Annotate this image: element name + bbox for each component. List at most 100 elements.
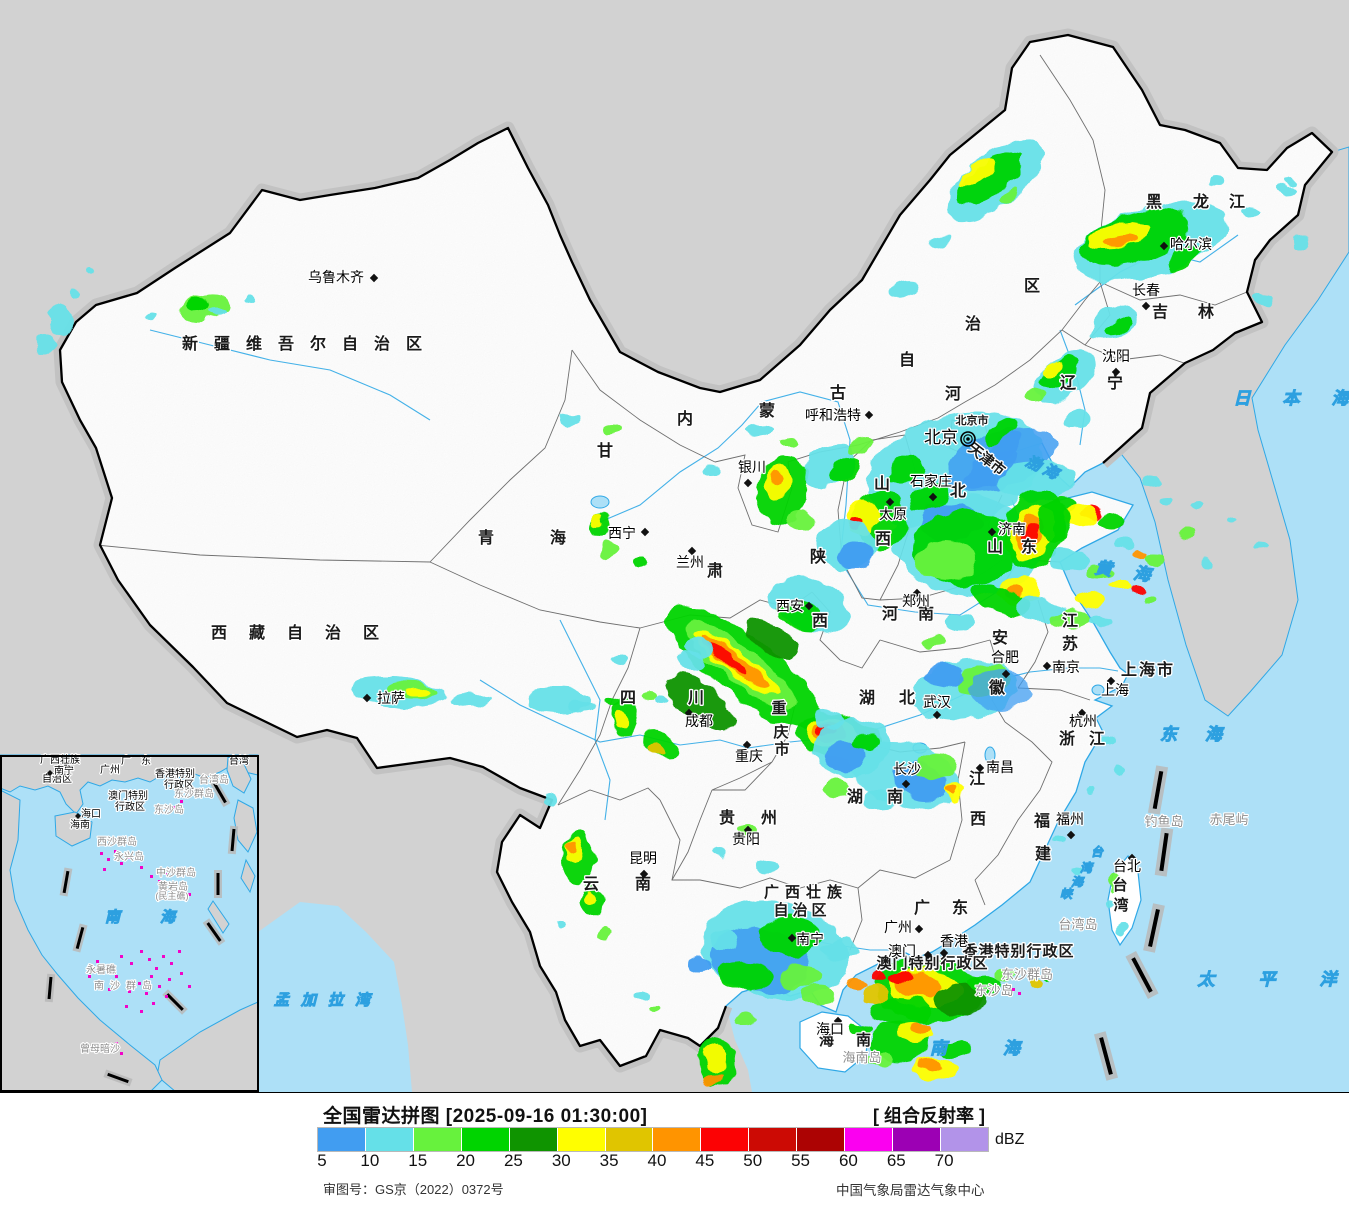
province-label: 海南 xyxy=(819,1031,893,1049)
city-label-乌鲁木齐: 乌鲁木齐 xyxy=(308,269,364,285)
map-label: 海南岛 xyxy=(842,1050,881,1065)
inset-label: 澳门特别 xyxy=(108,789,148,802)
dbz-tick-labels: 5 10 15 20 25 30 35 40 45 50 55 60 65 70 xyxy=(0,1151,1349,1173)
province-label: 治 xyxy=(965,314,981,333)
city-label-拉萨: 拉萨 xyxy=(377,690,405,706)
city-label-西宁: 西宁 xyxy=(608,525,636,541)
province-label: 西 xyxy=(875,530,891,548)
legend-tick-10: 10 xyxy=(360,1151,380,1170)
city-label-长沙: 长沙 xyxy=(893,761,921,777)
province-label: 陕 xyxy=(810,547,826,566)
province-label: 自 xyxy=(899,350,915,369)
city-label-济南: 济南 xyxy=(998,521,1026,537)
city-label-海口: 海口 xyxy=(816,1021,844,1037)
province-labels: 新疆维吾尔自治区西藏自治区青海甘肃内 蒙古自治区黑龙江吉 林辽 宁河北山西 山东河南陕西… xyxy=(181,191,1247,1051)
legend-tick-5: 5 xyxy=(317,1151,327,1170)
province-label: 四川 xyxy=(620,690,756,707)
inset-label: 广西壮族 xyxy=(40,753,80,766)
province-label: 西 xyxy=(970,810,986,828)
inset-city-南宁: 南宁 xyxy=(54,764,74,777)
inset-city-海口: 海口 xyxy=(81,807,101,820)
legend-tick-30: 30 xyxy=(551,1151,571,1170)
city-label-银川: 银川 xyxy=(738,459,766,475)
province-label: 江 xyxy=(1229,193,1245,211)
city-label-南宁: 南宁 xyxy=(796,931,824,947)
radar-echoes xyxy=(3,138,1310,1088)
province-label: 古 xyxy=(830,383,846,402)
inset-label: 永暑礁 xyxy=(86,963,116,976)
city-label-北京: 北京 xyxy=(924,428,958,447)
province-label: 广西壮族 xyxy=(764,883,848,901)
legend-cell-70 xyxy=(940,1128,988,1151)
map-label: 海 xyxy=(1071,875,1085,889)
legend-tick-40: 40 xyxy=(647,1151,667,1170)
province-label: 甘 xyxy=(597,442,613,460)
province-label: 河南 xyxy=(882,604,954,623)
legend-title: 全国雷达拼图 [2025-09-16 01:30:00] xyxy=(323,1106,648,1127)
inset-label: 海南 xyxy=(70,818,90,831)
legend-cell-20 xyxy=(461,1128,509,1151)
legend-cell-25 xyxy=(509,1128,557,1151)
legend-tick-45: 45 xyxy=(695,1151,715,1170)
inset-label: 中沙群岛 xyxy=(156,866,196,879)
credit-label: 中国气象局雷达气象中心 xyxy=(836,1183,985,1198)
province-label: 市 xyxy=(774,740,789,758)
inset-label: 曾母暗沙 xyxy=(80,1042,120,1055)
province-label: 吉 xyxy=(1152,302,1168,321)
dbz-colorbar xyxy=(317,1127,989,1152)
province-label: 重 xyxy=(771,699,786,717)
inset-label: 广州 xyxy=(100,764,120,776)
legend-cell-55 xyxy=(797,1128,845,1151)
legend-cell-35 xyxy=(605,1128,653,1151)
province-label: 新疆维吾尔自治区 xyxy=(182,334,438,353)
city-label-沈阳: 沈阳 xyxy=(1102,348,1130,364)
city-label-南昌: 南昌 xyxy=(986,759,1014,775)
province-label: 龙 xyxy=(1192,192,1209,211)
china-radar-map: 日本海渤海黄海东海南海太平洋孟加拉湾台湾海峡台湾岛东沙群岛东沙岛海南岛钓鱼岛赤尾… xyxy=(0,0,1349,1092)
legend-cell-10 xyxy=(365,1128,413,1151)
province-label: 区 xyxy=(1024,277,1040,295)
inset-label: 行政区 xyxy=(164,778,194,791)
map-label: 峡 xyxy=(1060,887,1074,901)
province-label: 辽 xyxy=(1060,374,1077,392)
hainan-island xyxy=(799,1011,869,1073)
city-label-成都: 成都 xyxy=(685,713,713,729)
legend-tick-20: 20 xyxy=(456,1151,476,1170)
map-label: 孟加拉湾 xyxy=(274,991,382,1009)
province-label: 青海 xyxy=(478,528,622,547)
province-label: 湾 xyxy=(1113,896,1128,914)
map-label: 太平洋 xyxy=(1197,970,1349,989)
legend-cell-30 xyxy=(557,1128,605,1151)
province-label: 江 xyxy=(1062,612,1078,630)
province-label: 自治区 xyxy=(773,901,830,919)
map-label: 台湾岛 xyxy=(1058,917,1097,932)
province-label: 香港特别行政区 xyxy=(962,942,1074,960)
city-label-福州: 福州 xyxy=(1056,811,1084,827)
city-label-杭州: 杭州 xyxy=(1069,713,1097,729)
province-label: 徽 xyxy=(988,678,1006,697)
province-label: 北 xyxy=(950,482,966,500)
city-label-长春: 长春 xyxy=(1132,282,1160,298)
map-label: 南海 xyxy=(930,1039,1076,1058)
province-label: 贵州 xyxy=(719,808,803,827)
legend-cell-60 xyxy=(845,1128,893,1151)
legend-tick-25: 25 xyxy=(503,1151,523,1170)
city-label-昆明: 昆明 xyxy=(629,850,657,866)
city-label-香港: 香港 xyxy=(940,933,968,949)
map-label: 钓鱼岛 xyxy=(1144,814,1183,829)
legend-tick-35: 35 xyxy=(599,1151,619,1170)
inset-label: 永兴岛 xyxy=(114,850,144,863)
map-label: 东海 xyxy=(1160,725,1250,744)
province-label: 福 xyxy=(1033,811,1050,830)
province-label: 肃 xyxy=(707,562,723,580)
sea xyxy=(726,250,1349,1092)
city-label-呼和浩特: 呼和浩特 xyxy=(805,407,861,423)
province-label: 云南 xyxy=(583,874,687,893)
province-label: 西藏自治区 xyxy=(211,623,401,642)
province-label: 林 xyxy=(1198,302,1214,321)
province-label: 湖北 xyxy=(859,689,939,707)
city-label-贵阳: 贵阳 xyxy=(732,831,760,847)
province-label: 建 xyxy=(1035,845,1051,863)
